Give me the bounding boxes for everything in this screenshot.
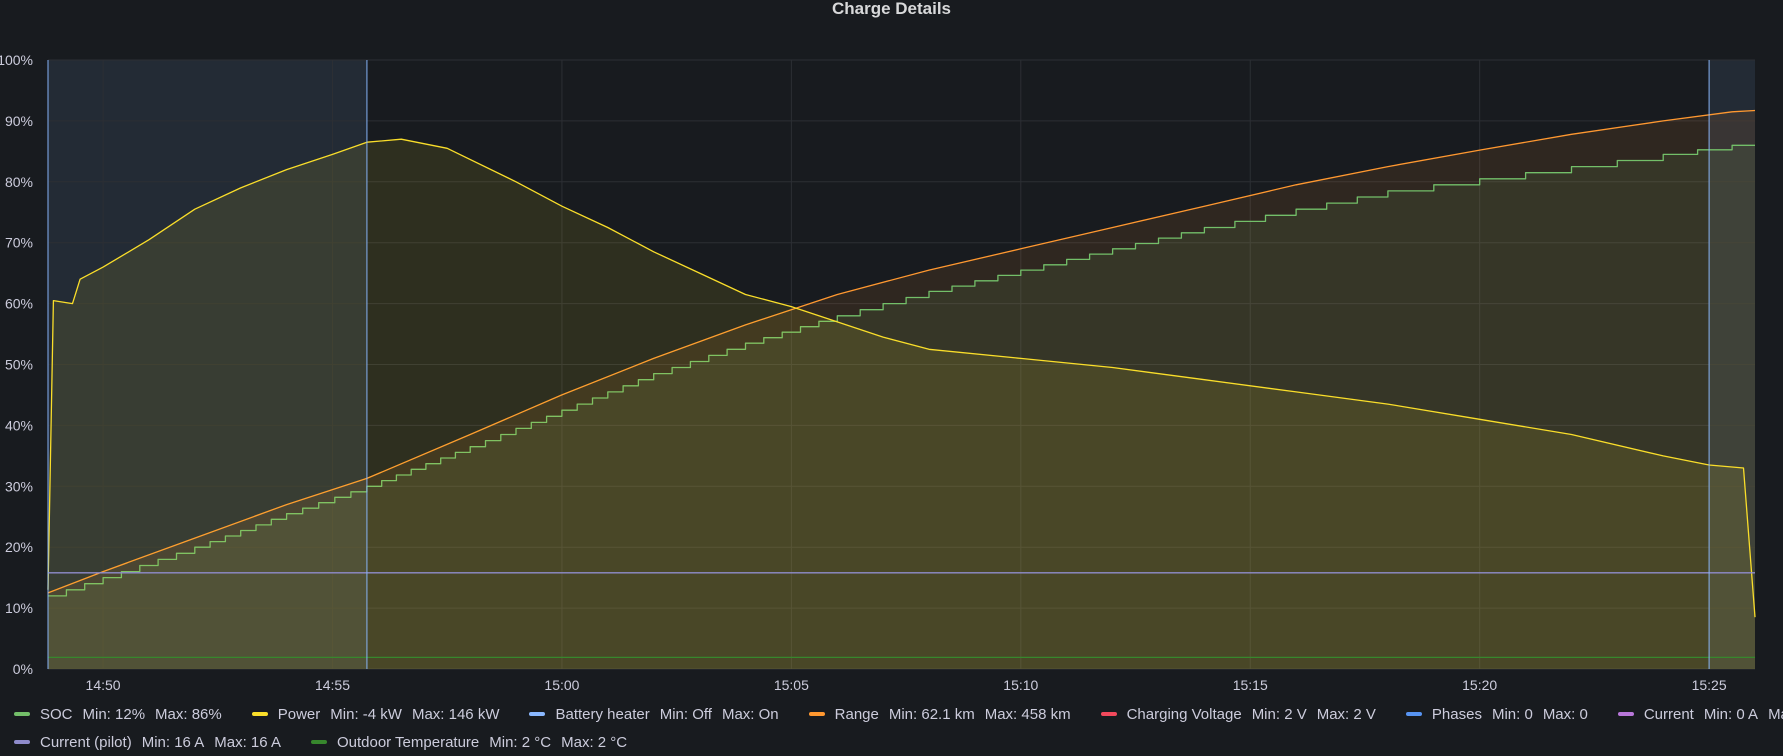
legend-item-range[interactable]: Range Min: 62.1 km Max: 458 km [808,705,1081,723]
legend-swatch-phases [1405,712,1422,716]
series-area-power [48,139,1755,669]
legend-max: Max: 0 A [1768,705,1783,723]
x-tick-label: 15:15 [1233,677,1268,693]
y-tick-label: 90% [5,113,33,129]
y-tick-label: 100% [0,52,33,68]
legend-swatch-power [251,712,268,716]
legend-swatch-current-pilot [14,740,30,744]
legend-name: SOC [40,705,73,723]
y-tick-label: 60% [5,296,33,312]
x-tick-label: 14:50 [86,677,121,693]
x-tick-label: 15:00 [544,677,579,693]
legend-item-power[interactable]: Power Min: -4 kW Max: 146 kW [251,705,510,723]
legend-row-2: Current (pilot) Min: 16 A Max: 16 A Outd… [14,728,1774,756]
legend-name: Range [834,705,879,723]
y-tick-label: 10% [5,600,33,616]
y-tick-label: 30% [5,478,33,494]
legend-name: Charging Voltage [1126,705,1242,723]
legend-min: Min: 0 [1491,705,1533,723]
legend-name: Current (pilot) [40,733,132,751]
legend-item-phases[interactable]: Phases Min: 0 Max: 0 [1405,705,1598,723]
legend-name: Battery heater [555,705,650,723]
x-tick-label: 15:20 [1462,677,1497,693]
legend-max: Max: 458 km [984,705,1071,723]
legend-max: Max: 2 °C [561,733,628,751]
legend-max: Max: 2 V [1316,705,1376,723]
legend-min: Min: -4 kW [330,705,402,723]
chart-legend: SOC Min: 12% Max: 86% Power Min: -4 kW M… [14,700,1783,756]
legend-swatch-current [1617,712,1634,716]
panel-title: Charge Details [831,0,952,18]
series-line-range [47,109,1756,594]
charge-details-chart[interactable]: 0% 10% 20% 30% 40% 50% 60% 70% 80% 90% 100% 14:50 14… [0,0,1783,700]
legend-swatch-battery-heater [529,712,546,716]
x-tick-label: 14:55 [315,677,350,693]
y-tick-label: 80% [5,174,33,190]
legend-item-charging-voltage[interactable]: Charging Voltage Min: 2 V Max: 2 V [1100,705,1386,723]
y-tick-label: 50% [5,357,33,373]
series-area-range [48,110,1755,669]
legend-name: Outdoor Temperature [336,733,480,751]
legend-swatch-charging-voltage [1100,712,1117,716]
legend-item-current-pilot[interactable]: Current (pilot) Min: 16 A Max: 16 A [14,734,291,751]
legend-swatch-outdoor-temperature [310,740,327,744]
legend-max: Max: On [721,705,779,723]
legend-min: Min: Off [659,705,712,723]
y-tick-label: 40% [5,417,33,433]
legend-max: Max: 86% [155,705,222,723]
series-line-power [47,138,1756,618]
series-line-soc [48,144,1755,597]
legend-max: Max: 0 [1542,705,1588,723]
legend-item-current[interactable]: Current Min: 0 A Max: 0 A [1617,705,1783,723]
x-tick-label: 15:25 [1692,677,1727,693]
legend-item-outdoor-temperature[interactable]: Outdoor Temperature Min: 2 °C Max: 2 °C [310,733,637,751]
legend-max: Max: 146 kW [411,705,500,723]
x-tick-label: 15:05 [774,677,809,693]
legend-item-battery-heater[interactable]: Battery heater Min: Off Max: On [529,706,788,723]
legend-name: Power [277,705,321,723]
legend-name: Phases [1431,705,1482,723]
y-tick-label: 20% [5,539,33,555]
legend-item-soc[interactable]: SOC Min: 12% Max: 86% [14,706,232,723]
legend-row-1: SOC Min: 12% Max: 86% Power Min: -4 kW M… [14,700,1783,728]
x-tick-label: 15:10 [1003,677,1038,693]
legend-min: Min: 0 A [1703,705,1759,723]
legend-min: Min: 12% [82,705,146,723]
legend-max: Max: 16 A [214,733,281,751]
y-tick-label: 0% [13,661,33,677]
legend-min: Min: 2 °C [489,733,552,751]
legend-swatch-range [808,712,825,716]
legend-min: Min: 16 A [141,733,205,751]
legend-min: Min: 2 V [1251,705,1307,723]
legend-swatch-soc [14,712,30,716]
legend-name: Current [1643,705,1694,723]
legend-min: Min: 62.1 km [888,705,975,723]
y-tick-label: 70% [5,235,33,251]
series-area-soc [48,145,1755,670]
